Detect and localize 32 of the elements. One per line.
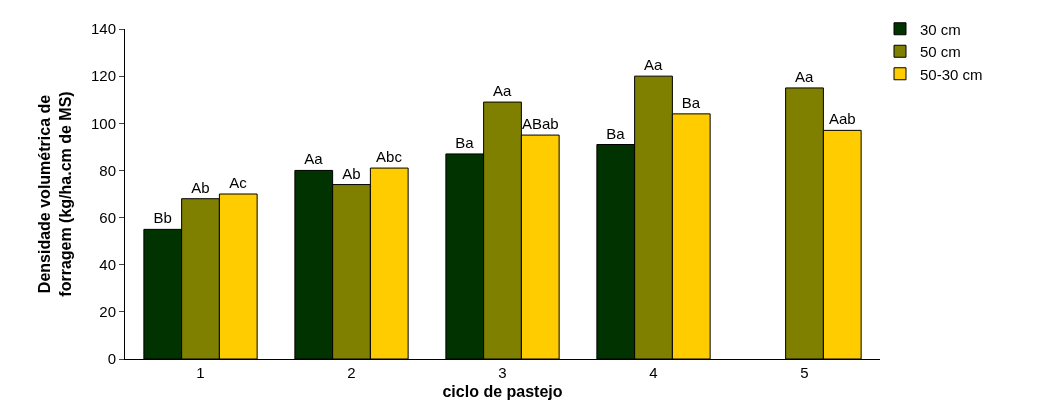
x-tick-label: 1	[196, 364, 205, 381]
data-label: Ac	[229, 174, 248, 191]
x-tick-label: 5	[800, 364, 809, 381]
y-tick-label: 120	[90, 67, 116, 85]
y-axis-title: Densidade volumétrica de forragem (kg/ha.cm de MS)	[36, 91, 74, 297]
data-label: Aa	[644, 56, 664, 74]
data-label: Ba	[606, 124, 626, 142]
y-tick-label: 40	[99, 255, 116, 273]
legend-label: 30 cm	[920, 20, 961, 38]
y-tick-label: 60	[99, 208, 116, 226]
y-tick-label: 140	[90, 20, 116, 38]
data-label: Ba	[681, 93, 701, 111]
data-label: Bb	[153, 209, 172, 227]
data-label: Aa	[304, 150, 324, 168]
data-label: Aa	[493, 82, 513, 100]
y-tick-label: 0	[107, 350, 116, 368]
x-tick-label: 3	[498, 364, 507, 381]
x-tick-label: 2	[347, 364, 356, 381]
legend-label: 50 cm	[920, 43, 961, 61]
data-label: Ab	[342, 164, 361, 182]
data-label: Abc	[376, 148, 403, 166]
data-label: Aab	[828, 110, 856, 128]
data-label: Aa	[795, 67, 815, 85]
legend-label: 50-30 cm	[920, 65, 983, 83]
data-label: Ab	[191, 178, 210, 196]
y-tick-label: 80	[99, 161, 116, 179]
data-label: ABab	[521, 115, 559, 133]
y-tick-label: 100	[90, 114, 116, 132]
x-axis-title: ciclo de pastejo	[442, 382, 563, 400]
data-label: Ba	[455, 133, 475, 151]
x-tick-label: 4	[649, 364, 658, 381]
y-tick-label: 20	[99, 303, 116, 321]
